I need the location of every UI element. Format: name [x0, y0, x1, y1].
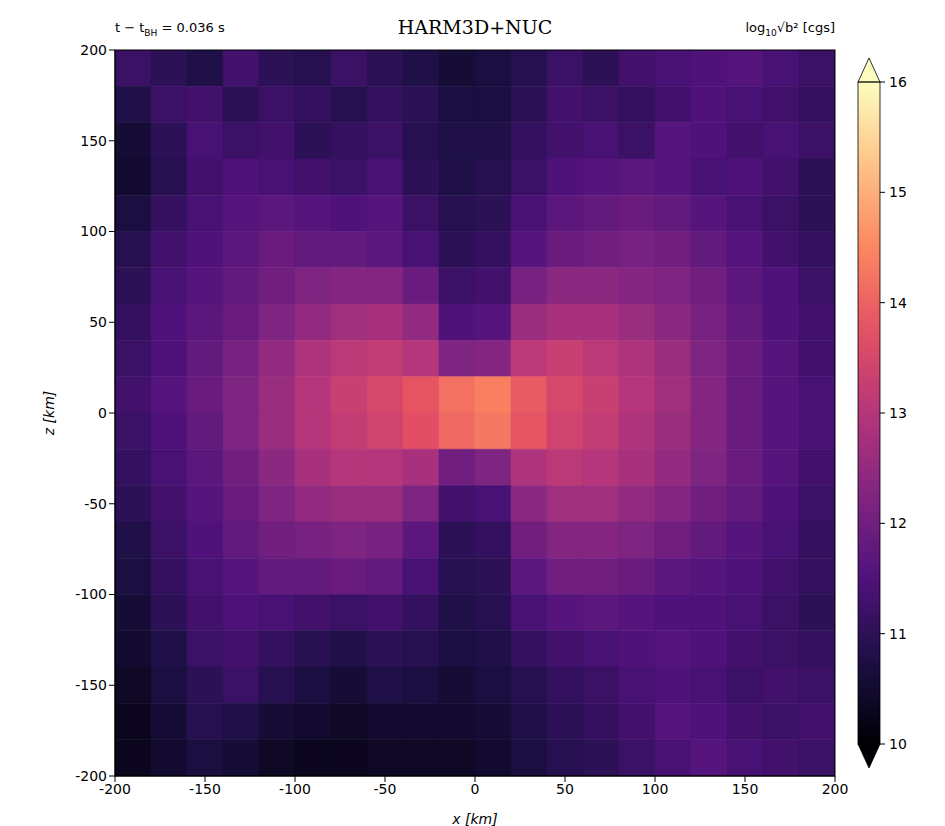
svg-text:15: 15 — [889, 184, 907, 200]
svg-text:16: 16 — [889, 74, 907, 90]
svg-text:-200: -200 — [99, 780, 131, 797]
svg-text:13: 13 — [889, 405, 907, 421]
svg-text:11: 11 — [889, 626, 907, 642]
svg-text:10: 10 — [889, 736, 907, 752]
svg-text:50: 50 — [89, 314, 107, 330]
svg-text:-50: -50 — [84, 496, 107, 512]
svg-text:-100: -100 — [75, 586, 107, 602]
svg-text:50: 50 — [556, 781, 574, 797]
svg-text:150: 150 — [80, 133, 107, 149]
svg-text:-150: -150 — [75, 677, 107, 693]
svg-text:log10√b² [cgs]: log10√b² [cgs] — [745, 20, 835, 38]
svg-text:-150: -150 — [189, 781, 221, 797]
svg-text:200: 200 — [80, 42, 107, 58]
svg-text:HARM3D+NUC: HARM3D+NUC — [398, 16, 552, 38]
svg-text:t − tBH = 0.036 s: t − tBH = 0.036 s — [115, 20, 225, 38]
svg-text:150: 150 — [732, 781, 759, 797]
svg-text:200: 200 — [822, 781, 849, 797]
svg-text:-50: -50 — [374, 781, 397, 797]
svg-text:100: 100 — [642, 781, 669, 797]
svg-text:-100: -100 — [279, 781, 311, 797]
svg-text:14: 14 — [889, 295, 907, 311]
svg-text:x [km]: x [km] — [451, 811, 497, 826]
svg-text:100: 100 — [80, 223, 107, 239]
svg-text:12: 12 — [889, 515, 907, 531]
svg-text:0: 0 — [471, 781, 480, 797]
svg-text:0: 0 — [98, 405, 107, 421]
svg-text:z [km]: z [km] — [41, 391, 57, 436]
svg-text:-200: -200 — [75, 768, 107, 784]
